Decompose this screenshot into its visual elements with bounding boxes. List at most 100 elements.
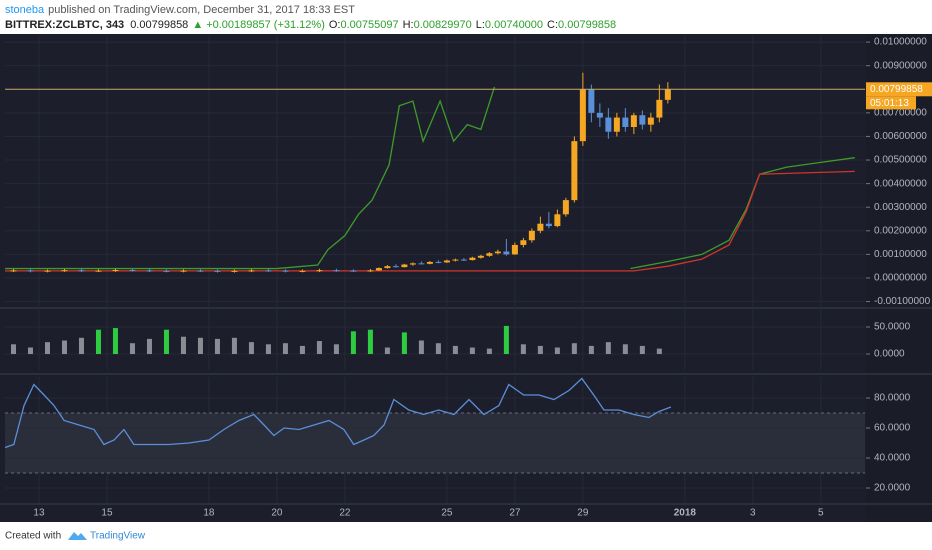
y-tick-label: 50.0000 [874, 322, 911, 333]
candle-body [163, 270, 170, 272]
candle-body [426, 261, 433, 264]
l-label: L: [476, 19, 485, 31]
histogram-bar [265, 344, 271, 355]
countdown-bg [866, 96, 916, 110]
h: 0.00829970 [414, 19, 472, 31]
candle-body [265, 270, 272, 272]
y-tick-label: 0.00300000 [874, 202, 927, 213]
candle-body [214, 270, 221, 272]
candle-body [528, 230, 535, 241]
histogram-bar [44, 342, 50, 355]
candle-body [350, 270, 357, 272]
histogram-bar [588, 345, 594, 355]
band [5, 413, 865, 473]
candle-body [392, 266, 399, 268]
candle-body [613, 117, 620, 132]
candle-body [146, 270, 153, 272]
y-tick-label: 0.00000000 [874, 273, 927, 284]
histogram-bar [537, 345, 543, 355]
candle-body [367, 270, 374, 272]
price-label-bg [866, 82, 932, 97]
price-axis-bg [866, 34, 932, 522]
y-tick-label: 0.01000000 [874, 37, 927, 48]
candle-body [588, 89, 595, 113]
histogram-bar [435, 343, 441, 355]
candle-body [520, 240, 527, 245]
candle-body [316, 270, 323, 272]
candle-body [571, 141, 578, 201]
header-line-2: BITTREX:ZCLBTC, 343 0.00799858 ▲ +0.0018985… [5, 19, 616, 31]
candle-body [95, 270, 102, 272]
tv-logo [68, 532, 87, 540]
histogram-bar [299, 345, 305, 355]
histogram-bar [622, 344, 628, 355]
y-tick-label: 0.00400000 [874, 178, 927, 189]
y-tick-label: 0.00600000 [874, 131, 927, 142]
l: 0.00740000 [485, 19, 543, 31]
histogram-bar [605, 342, 611, 355]
footer-bg [0, 522, 932, 550]
candle-body [129, 269, 136, 271]
histogram-bar [418, 340, 424, 355]
y-tick-label: 40.0000 [874, 453, 911, 464]
candle-body [664, 89, 671, 100]
author[interactable]: stoneba [5, 4, 45, 16]
o-label: O: [329, 19, 341, 31]
c: 0.00799858 [558, 19, 616, 31]
y-tick-label: -0.00100000 [874, 296, 931, 307]
footer-created: Created with [5, 531, 61, 542]
histogram-bar [656, 348, 662, 355]
candle-body [61, 270, 68, 272]
candle-body [554, 214, 561, 227]
candle-body [579, 89, 586, 142]
candle-body [180, 270, 187, 272]
countdown: 05:01:13 [870, 98, 909, 109]
header-line-1: stoneba published on TradingView.com, Dec… [5, 4, 355, 16]
candle-body [44, 270, 51, 272]
histogram-bar [367, 329, 373, 355]
histogram-bar [95, 329, 101, 355]
histogram-bar [163, 329, 169, 355]
histogram-bar [180, 336, 186, 355]
candle-body [494, 251, 501, 254]
arrow: ▲ [192, 19, 203, 31]
y-tick-label: 0.00900000 [874, 60, 927, 71]
candle-body [112, 269, 119, 271]
x-tick-label: 20 [271, 508, 283, 519]
candle-body [299, 270, 306, 272]
x-tick-label: 25 [441, 508, 453, 519]
y-tick-label: 0.00200000 [874, 225, 927, 236]
y-tick-label: 0.00100000 [874, 249, 927, 260]
histogram-bar [214, 338, 220, 355]
histogram-bar [639, 345, 645, 355]
candle-body [630, 115, 637, 128]
x-tick-label: 2018 [674, 508, 697, 519]
histogram-bar [248, 342, 254, 355]
histogram-bar [316, 341, 322, 355]
candle-body [443, 260, 450, 263]
candle-body [10, 270, 17, 272]
candle-body [486, 253, 493, 256]
x-tick-label: 22 [339, 508, 351, 519]
histogram-bar [231, 337, 237, 355]
candle-body [409, 263, 416, 265]
published: published on TradingView.com, December 3… [48, 4, 355, 16]
histogram-bar [10, 344, 16, 355]
footer-brand[interactable]: TradingView [90, 531, 146, 542]
price-label: 0.00799858 [870, 84, 923, 95]
histogram-bar [469, 347, 475, 355]
candle-body [477, 255, 484, 258]
histogram-bar [571, 343, 577, 355]
candle-body [333, 270, 340, 272]
candle-body [511, 244, 518, 255]
histogram-bar [554, 347, 560, 355]
x-tick-label: 18 [203, 508, 215, 519]
rsi-line [4, 377, 672, 449]
y-tick-label: 60.0000 [874, 423, 911, 434]
candle-body [418, 263, 425, 265]
x-tick-label: 13 [33, 508, 45, 519]
histogram-bar [129, 343, 135, 355]
histogram-bar [486, 348, 492, 355]
candle-body [639, 115, 646, 125]
